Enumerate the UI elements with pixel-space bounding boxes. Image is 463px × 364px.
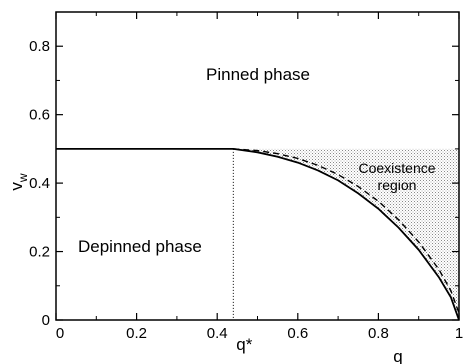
x-tick-label: 0: [56, 325, 64, 342]
x-tick-label: 0.6: [287, 325, 308, 342]
x-axis: 0 0.2 0.4 0.6 0.8 1: [55, 12, 463, 342]
y-axis: 0 0.2 0.4 0.6 0.8: [29, 11, 459, 329]
y-tick-label: 0.6: [29, 107, 50, 124]
annotation-coexistence-line2: region: [378, 177, 417, 193]
y-axis-label-subscript: w: [16, 173, 30, 183]
y-tick-label: 0.4: [29, 175, 50, 192]
x-axis-label: q: [393, 347, 402, 364]
annotation-pinned-phase: Pinned phase: [206, 65, 310, 84]
x-tick-label: 0.2: [126, 325, 147, 342]
coexistence-region: [233, 148, 459, 320]
series-solid-line: [56, 147, 459, 320]
q-star-label: q*: [236, 335, 252, 354]
x-tick-label: 1: [455, 325, 463, 342]
y-tick-label: 0: [42, 312, 50, 329]
svg-text:vw: vw: [7, 173, 30, 191]
coexistence-region-layer: [233, 148, 459, 320]
y-tick-label: 0.2: [29, 244, 50, 261]
series-dashed-line: [233, 148, 459, 314]
y-tick-label: 0.8: [29, 38, 50, 55]
y-axis-label: vw: [7, 173, 30, 191]
series-layer: [56, 147, 459, 320]
annotation-coexistence-line1: Coexistence: [358, 160, 435, 176]
x-tick-label: 0.4: [207, 325, 228, 342]
y-axis-label-main: v: [7, 182, 26, 191]
annotation-depinned-phase: Depinned phase: [78, 237, 202, 256]
x-tick-label: 0.8: [368, 325, 389, 342]
